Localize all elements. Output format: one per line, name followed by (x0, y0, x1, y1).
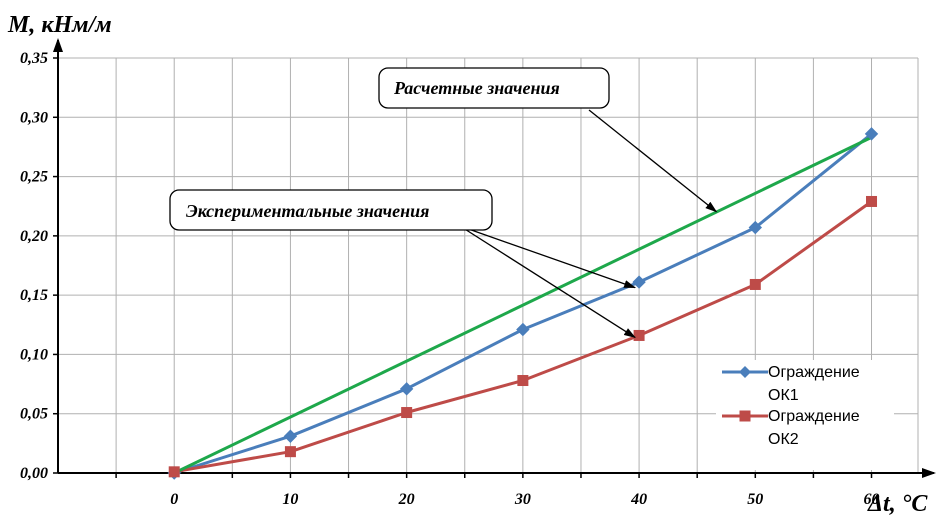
x-tick-label: 20 (398, 491, 415, 508)
data-point-square (633, 329, 645, 341)
legend-entry-text: ОК2 (768, 431, 799, 448)
data-point-square (866, 195, 878, 207)
data-point-diamond (516, 322, 530, 337)
data-point-diamond (748, 220, 763, 235)
legend: Ограждение ОК1 Ограждение ОК2 (716, 360, 894, 470)
legend-entry-text: Ограждение (768, 364, 860, 381)
x-tick-label: 60 (864, 491, 880, 508)
x-tick-label: 50 (747, 491, 763, 508)
annotation-arrow (588, 109, 718, 213)
data-point-diamond (283, 429, 298, 443)
data-point-diamond (864, 127, 879, 141)
legend-entry-text: Ограждение (768, 408, 860, 425)
x-tick-label: 10 (282, 491, 298, 508)
data-point-square (749, 278, 761, 290)
axes: 0,00 0,05 0,10 0,15 0,20 0,25 0,30 0,35 0 10 20 30 4… (20, 38, 936, 508)
legend-swatch-diamond (739, 366, 751, 378)
data-point-diamond (632, 275, 646, 289)
y-tick-label: 0,05 (20, 406, 48, 423)
x-tick-label: 0 (170, 491, 178, 508)
series (167, 127, 879, 480)
data-point-square (517, 375, 529, 387)
annotations: Расчетные значения Экспериментальные знач… (169, 67, 718, 339)
y-tick-label: 0,25 (20, 169, 48, 186)
legend-entry-text: ОК1 (768, 387, 799, 404)
x-axis-title: Δt, °C (867, 491, 928, 517)
data-point-square (168, 466, 180, 478)
annotation-text: Расчетные значения (393, 78, 560, 98)
y-axis-title: M, кНм/м (7, 12, 112, 38)
annotation-arrow (459, 225, 636, 339)
data-point-square (401, 407, 413, 419)
annotation-text: Экспериментальные значения (186, 201, 429, 221)
annotation-box (378, 67, 610, 109)
y-tick-label: 0,20 (20, 228, 48, 245)
y-tick-label: 0,10 (20, 346, 48, 363)
x-tick-label: 30 (514, 491, 531, 508)
y-tick-label: 0,00 (20, 465, 48, 482)
y-tick-label: 0,35 (20, 50, 48, 67)
data-point-diamond (399, 382, 414, 396)
series-line (173, 136, 873, 475)
y-tick-label: 0,15 (20, 287, 48, 304)
annotation-arrow (459, 225, 637, 289)
legend-swatch-square (739, 410, 751, 422)
x-tick-label: 40 (630, 491, 647, 508)
y-tick-label: 0,30 (20, 109, 48, 126)
data-point-square (284, 446, 296, 458)
annotation-box (169, 189, 493, 231)
